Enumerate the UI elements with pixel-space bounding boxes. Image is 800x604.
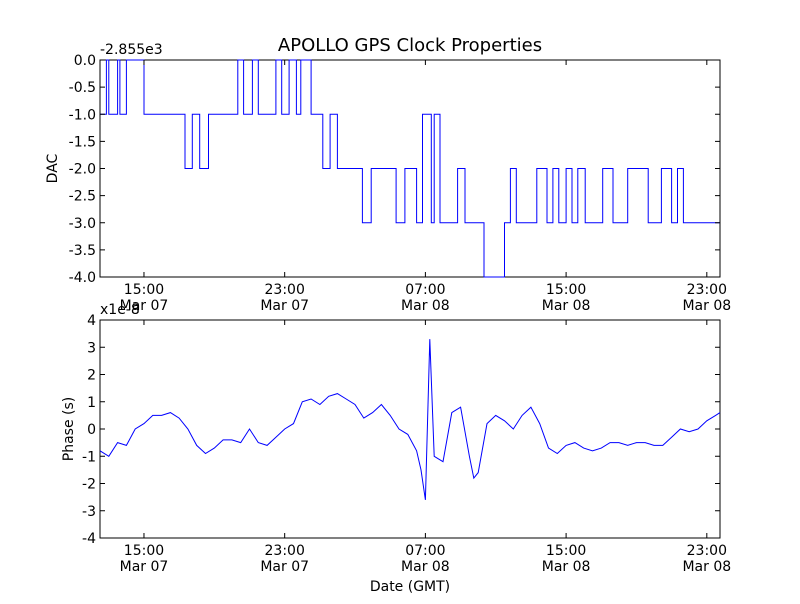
dac-ytick-label: -2.0: [69, 162, 96, 178]
dac-xtick-label: 15:00: [546, 282, 586, 298]
phase-ytick-label: -3: [82, 504, 96, 520]
dac-series-line: [100, 59, 720, 278]
phase-xtick-label: 23:00: [687, 543, 727, 559]
dac-xtick-label: 23:00: [687, 282, 727, 298]
dac-xtick-date-label: Mar 07: [120, 298, 169, 314]
dac-xtick-date-label: Mar 08: [401, 298, 450, 314]
phase-y-axis-label: Phase (s): [61, 397, 77, 461]
phase-xtick-date-label: Mar 07: [260, 559, 309, 575]
phase-plot-frame: [99, 319, 721, 539]
phase-ytick-label: 2: [87, 368, 96, 384]
phase-ytick-label: -4: [82, 531, 96, 547]
phase-ytick-label: 1: [87, 395, 96, 411]
phase-ytick-label: -2: [82, 477, 96, 493]
phase-xtick-label: 23:00: [265, 543, 305, 559]
dac-panel: -4.0 -3.5 -3.0 -2.5 -2.0 -1.5 -1.0 -0.5 0.0 15:00…: [45, 42, 731, 314]
dac-ytick-label: -3.0: [69, 216, 96, 232]
x-axis-label: Date (GMT): [370, 579, 450, 595]
phase-offset-label: x1e-8: [100, 302, 140, 318]
phase-ytick-label: 3: [87, 340, 96, 356]
phase-series-line: [99, 339, 721, 500]
dac-xtick-date-label: Mar 07: [260, 298, 309, 314]
phase-xtick-date-label: Mar 08: [401, 559, 450, 575]
phase-xtick-label: 15:00: [546, 543, 586, 559]
dac-ytick-label: -2.5: [69, 189, 96, 205]
dac-ytick-label: 0.0: [74, 53, 96, 69]
phase-xtick-date-label: Mar 07: [120, 559, 169, 575]
phase-ytick-label: 4: [87, 313, 96, 329]
phase-xtick-date-label: Mar 08: [682, 559, 731, 575]
phase-ytick-label: 0: [87, 422, 96, 438]
phase-xtick-label: 07:00: [405, 543, 445, 559]
dac-ytick-label: -0.5: [69, 80, 96, 96]
dac-xtick-label: 07:00: [405, 282, 445, 298]
dac-xtick-date-label: Mar 08: [682, 298, 731, 314]
phase-ytick-label: -1: [82, 449, 96, 465]
dac-y-axis-label: DAC: [45, 153, 61, 183]
phase-xtick-label: 15:00: [124, 543, 164, 559]
dac-ytick-label: -3.5: [69, 243, 96, 259]
dac-offset-label: -2.855e3: [100, 42, 163, 58]
dac-ytick-label: -1.0: [69, 107, 96, 123]
phase-xtick-date-label: Mar 08: [542, 559, 591, 575]
dac-xtick-label: 15:00: [124, 282, 164, 298]
dac-ytick-label: -4.0: [69, 270, 96, 286]
dac-xtick-date-label: Mar 08: [542, 298, 591, 314]
figure-title: APOLLO GPS Clock Properties: [278, 35, 542, 56]
dac-xtick-label: 23:00: [265, 282, 305, 298]
dac-ytick-label: -1.5: [69, 134, 96, 150]
